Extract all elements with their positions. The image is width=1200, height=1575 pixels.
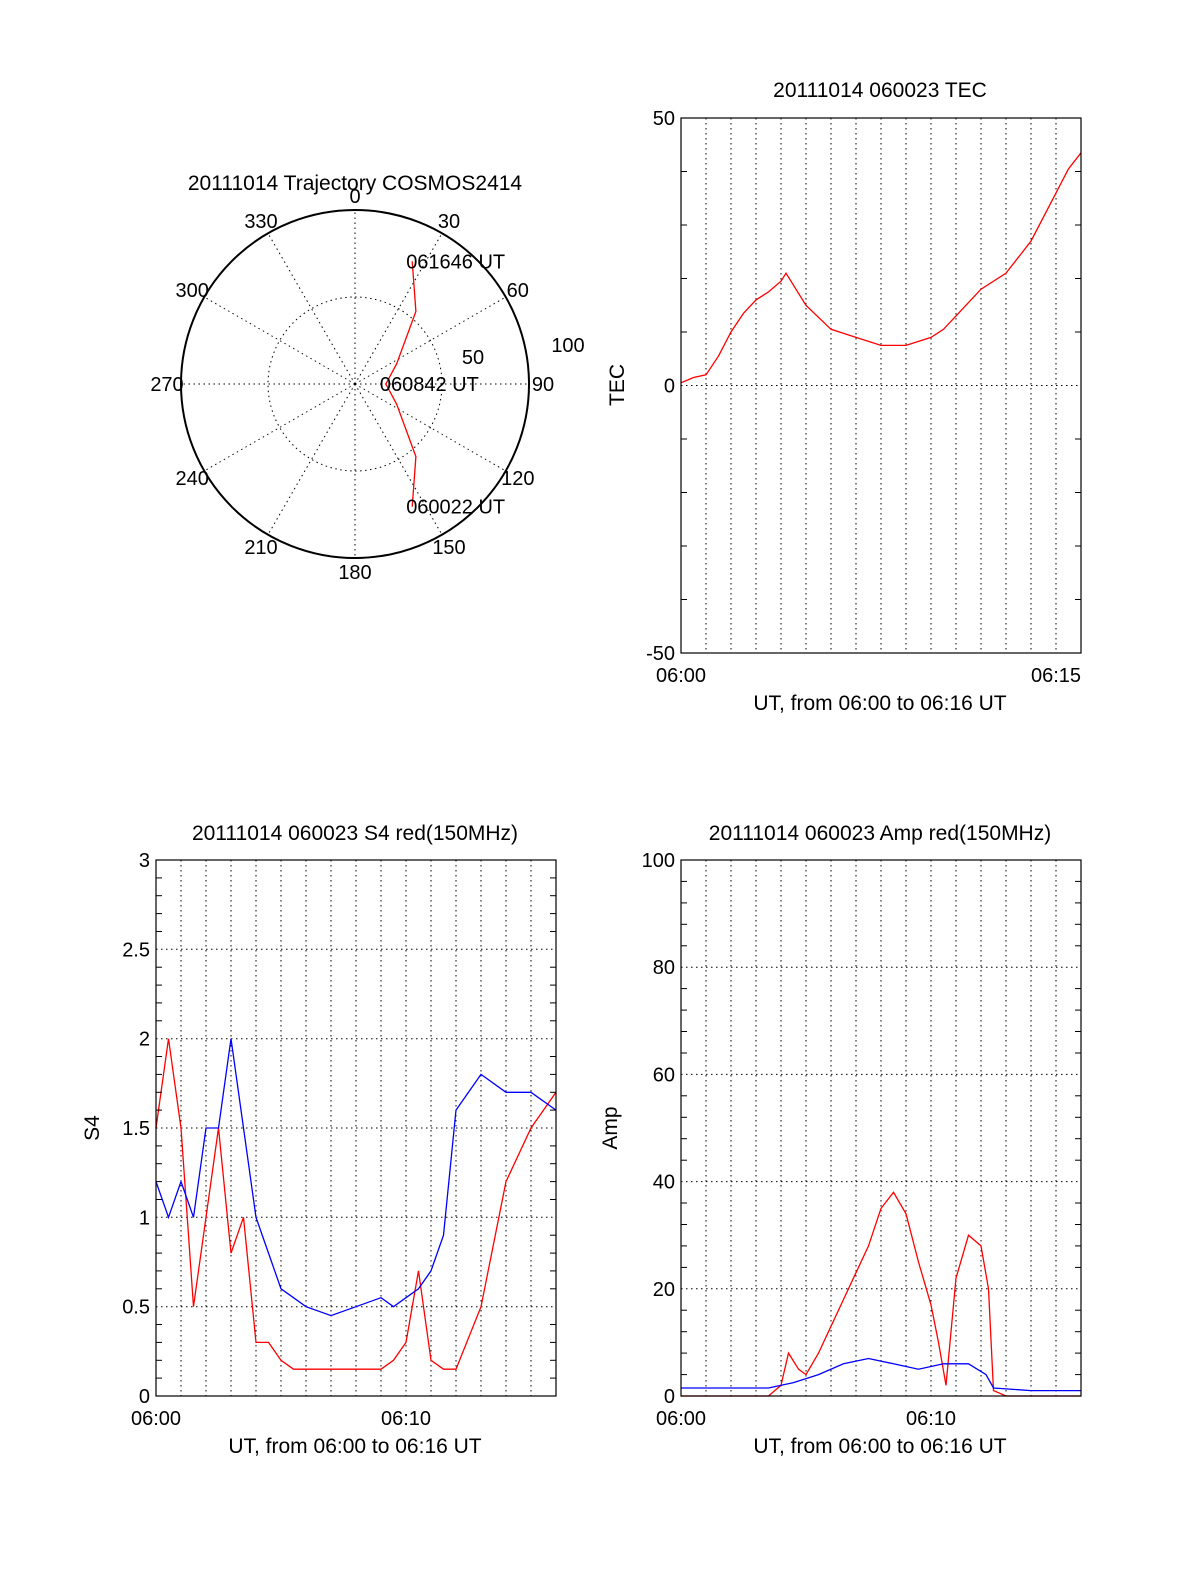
polar-angle-label: 0 bbox=[349, 186, 360, 208]
polar-radius-label-100: 100 bbox=[551, 335, 584, 357]
amp-plot-frame bbox=[680, 859, 1082, 1397]
s4-red-series-line bbox=[155, 1038, 557, 1370]
amp-y-axis-label: Amp bbox=[599, 1106, 622, 1149]
s4-ticks: 0 0.5 1 1.5 2 2.5 3 06:00 06:10 bbox=[122, 850, 556, 1430]
polar-spoke bbox=[354, 233, 443, 385]
polar-angle-label: 330 bbox=[244, 211, 277, 233]
amp-y-tick-label: 100 bbox=[642, 850, 675, 872]
tec-y-tick-label: 0 bbox=[664, 376, 675, 398]
tec-title: 20111014 060023 TEC bbox=[773, 79, 987, 102]
polar-angle-label: 240 bbox=[176, 468, 209, 490]
polar-angle-label: 120 bbox=[501, 468, 534, 490]
polar-angle-label: 270 bbox=[150, 374, 183, 396]
polar-angle-label: 150 bbox=[432, 537, 465, 559]
amp-title: 20111014 060023 Amp red(150MHz) bbox=[709, 822, 1051, 845]
amp-red-series-line bbox=[681, 1191, 1081, 1397]
polar-angle-label: 30 bbox=[438, 211, 460, 233]
amp-x-axis-label: UT, from 06:00 to 06:16 UT bbox=[753, 1435, 1006, 1458]
polar-grid bbox=[181, 210, 529, 558]
amp-panel: 20111014 060023 Amp red(150MHz) 0 20 40 60 8… bbox=[599, 822, 1082, 1458]
polar-angle-labels: 0 30 60 90 120 150 180 210 240 270 300 330 bbox=[150, 186, 554, 584]
s4-x-tick-label: 06:00 bbox=[131, 1408, 181, 1430]
polar-outer-ring bbox=[180, 209, 530, 559]
s4-plot-frame bbox=[155, 859, 557, 1397]
polar-angle-label: 210 bbox=[244, 537, 277, 559]
amp-y-tick-label: 0 bbox=[664, 1386, 675, 1408]
polar-angle-label: 180 bbox=[338, 562, 371, 584]
amp-ticks: 0 20 40 60 80 100 06:00 06:10 bbox=[642, 850, 1081, 1430]
tec-plot-frame bbox=[680, 117, 1082, 654]
amp-y-tick-label: 80 bbox=[653, 957, 675, 979]
polar-spoke bbox=[204, 383, 356, 472]
polar-spoke bbox=[354, 383, 506, 472]
amp-grid bbox=[681, 860, 1081, 1396]
s4-y-tick-label: 2 bbox=[139, 1029, 150, 1051]
tec-y-axis-label: TEC bbox=[606, 364, 629, 406]
amp-blue-series-line bbox=[681, 1357, 1081, 1392]
polar-annotation-label: 060022 UT bbox=[406, 497, 505, 519]
amp-y-tick-label: 40 bbox=[653, 1172, 675, 1194]
polar-spoke bbox=[267, 383, 356, 535]
s4-panel: 20111014 060023 S4 red(150MHz) 0 0.5 1 1.5 2… bbox=[81, 822, 557, 1458]
polar-angle-label: 300 bbox=[176, 280, 209, 302]
tec-y-tick-label: -50 bbox=[646, 643, 675, 665]
s4-y-axis-label: S4 bbox=[81, 1115, 104, 1141]
s4-y-tick-label: 1 bbox=[139, 1207, 150, 1229]
tec-grid bbox=[681, 118, 1081, 653]
polar-trajectory-line bbox=[385, 261, 417, 507]
polar-spoke bbox=[354, 383, 443, 535]
s4-y-tick-label: 2.5 bbox=[122, 939, 150, 961]
tec-series-line bbox=[680, 152, 1082, 384]
s4-x-axis-label: UT, from 06:00 to 06:16 UT bbox=[228, 1435, 481, 1458]
s4-y-tick-label: 3 bbox=[139, 850, 150, 872]
tec-y-tick-label: 50 bbox=[653, 108, 675, 130]
s4-y-tick-label: 1.5 bbox=[122, 1118, 150, 1140]
amp-y-tick-label: 60 bbox=[653, 1064, 675, 1086]
tec-panel: 20111014 060023 TEC -50 0 50 06:00 06:15 UT,… bbox=[606, 79, 1082, 715]
polar-annotations: 061646 UT 060842 UT 060022 UT bbox=[380, 251, 505, 518]
amp-x-tick-label: 06:00 bbox=[656, 1408, 706, 1430]
s4-x-tick-label: 06:10 bbox=[381, 1408, 431, 1430]
s4-title: 20111014 060023 S4 red(150MHz) bbox=[192, 822, 518, 845]
polar-radius-label-50: 50 bbox=[462, 347, 484, 369]
polar-angle-label: 90 bbox=[532, 374, 554, 396]
polar-annotation-label: 060842 UT bbox=[380, 374, 479, 396]
tec-ticks: -50 0 50 06:00 06:15 bbox=[646, 108, 1081, 687]
polar-annotation-label: 061646 UT bbox=[406, 251, 505, 273]
polar-inner-ring bbox=[267, 296, 443, 472]
tec-x-tick-label: 06:00 bbox=[656, 665, 706, 687]
s4-blue-series-line bbox=[155, 1038, 557, 1317]
polar-angle-label: 60 bbox=[507, 280, 529, 302]
s4-y-tick-label: 0.5 bbox=[122, 1297, 150, 1319]
amp-y-tick-label: 20 bbox=[653, 1279, 675, 1301]
polar-spoke bbox=[267, 233, 356, 385]
s4-y-tick-label: 0 bbox=[139, 1386, 150, 1408]
amp-x-tick-label: 06:10 bbox=[906, 1408, 956, 1430]
polar-spoke bbox=[354, 296, 506, 385]
polar-spoke bbox=[204, 296, 356, 385]
tec-x-tick-label: 06:15 bbox=[1031, 665, 1081, 687]
polar-panel: 20111014 Trajectory COSMOS2414 0 30 60 90 12… bbox=[150, 172, 584, 584]
tec-x-axis-label: UT, from 06:00 to 06:16 UT bbox=[753, 692, 1006, 715]
polar-title: 20111014 Trajectory COSMOS2414 bbox=[188, 172, 523, 195]
